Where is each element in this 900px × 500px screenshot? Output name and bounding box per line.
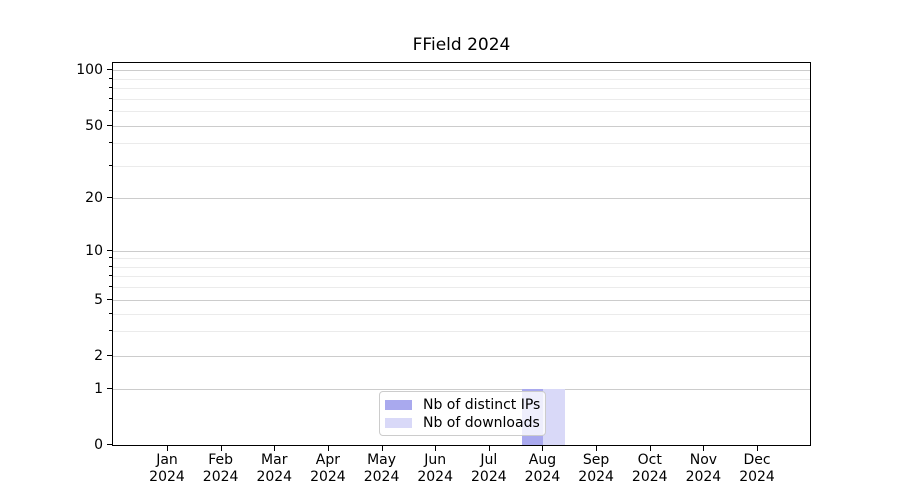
y-gridline-minor: [113, 111, 810, 113]
y-tick-mark: [107, 388, 112, 390]
y-tick-mark: [107, 298, 112, 300]
y-axis-tick-label: 10: [85, 242, 103, 259]
legend: Nb of distinct IPs Nb of downloads: [379, 391, 546, 436]
chart-title: FField 2024: [412, 35, 511, 55]
y-axis-tick-label: 1: [94, 381, 103, 398]
x-axis-tick-label: Jun 2024: [417, 452, 453, 485]
x-axis-tick-label: Jul 2024: [471, 452, 507, 485]
y-axis-tick-label: 20: [85, 189, 103, 206]
x-tick-mark: [220, 446, 222, 451]
y-gridline-minor: [113, 258, 810, 260]
legend-swatch-downloads: [385, 418, 412, 428]
y-gridline-major: [113, 389, 810, 391]
x-tick-mark: [274, 446, 276, 451]
legend-swatch-distinct-ips: [385, 400, 412, 410]
x-axis-tick-label: Sep 2024: [578, 452, 614, 485]
y-tick-mark: [107, 444, 112, 445]
y-axis-tick-label: 0: [94, 437, 103, 453]
y-axis-tick-label: 5: [94, 291, 103, 308]
x-axis-tick-label: Dec 2024: [739, 452, 775, 485]
y-minor-tick-mark: [109, 275, 112, 277]
legend-label-distinct-ips: Nb of distinct IPs: [423, 397, 541, 413]
y-minor-tick-mark: [109, 257, 112, 259]
x-tick-mark: [596, 446, 598, 451]
x-tick-mark: [649, 446, 651, 451]
y-gridline-minor: [113, 276, 810, 278]
x-tick-mark: [327, 446, 329, 451]
x-tick-mark: [435, 446, 437, 451]
x-axis-tick-label: Nov 2024: [685, 452, 722, 485]
y-minor-tick-mark: [109, 330, 112, 332]
x-tick-mark: [488, 446, 490, 451]
y-minor-tick-mark: [109, 265, 112, 267]
y-gridline-minor: [113, 166, 810, 168]
y-gridline-major: [113, 356, 810, 358]
plot-area: [112, 62, 811, 446]
x-tick-mark: [542, 446, 544, 451]
y-gridline-major: [113, 70, 810, 72]
y-axis-tick-label: 50: [85, 117, 103, 134]
y-gridline-minor: [113, 88, 810, 90]
y-tick-mark: [107, 355, 112, 357]
bar-nb-of-downloads: [543, 389, 565, 445]
x-axis-tick-label: Apr 2024: [310, 452, 346, 485]
y-minor-tick-mark: [109, 285, 112, 287]
y-gridline-minor: [113, 98, 810, 100]
y-gridline-major: [113, 125, 810, 127]
y-gridline-major: [113, 250, 810, 252]
y-minor-tick-mark: [109, 142, 112, 144]
x-axis-tick-label: Aug 2024: [524, 452, 561, 485]
y-minor-tick-mark: [109, 110, 112, 112]
y-gridline-minor: [113, 286, 810, 288]
y-minor-tick-mark: [109, 87, 112, 89]
y-axis-tick-label: 2: [94, 348, 103, 365]
x-tick-mark: [167, 446, 168, 451]
legend-label-downloads: Nb of downloads: [423, 415, 540, 431]
x-axis-tick-label: Jan 2024: [149, 452, 185, 485]
y-minor-tick-mark: [109, 77, 112, 79]
y-gridline-major: [113, 197, 810, 199]
legend-item-distinct-ips: Nb of distinct IPs: [385, 396, 541, 414]
y-minor-tick-mark: [109, 312, 112, 314]
y-gridline-minor: [113, 266, 810, 268]
y-tick-mark: [107, 249, 112, 251]
y-tick-mark: [107, 124, 112, 126]
y-tick-mark: [107, 196, 112, 198]
y-gridline-minor: [113, 313, 810, 315]
x-axis-tick-label: Oct 2024: [631, 452, 668, 485]
y-minor-tick-mark: [109, 165, 112, 167]
x-tick-mark: [757, 446, 759, 451]
x-axis-tick-label: Feb 2024: [202, 452, 239, 485]
y-gridline-minor: [113, 78, 810, 80]
legend-item-downloads: Nb of downloads: [385, 414, 540, 432]
x-axis-tick-label: May 2024: [363, 452, 400, 485]
y-gridline-minor: [113, 143, 810, 145]
y-axis-tick-label: 100: [76, 62, 103, 79]
x-tick-mark: [703, 446, 705, 451]
y-minor-tick-mark: [109, 97, 112, 99]
y-gridline-minor: [113, 331, 810, 333]
x-tick-mark: [381, 446, 383, 451]
y-tick-mark: [107, 69, 112, 71]
x-axis-tick-label: Mar 2024: [256, 452, 293, 485]
y-gridline-major: [113, 299, 810, 301]
